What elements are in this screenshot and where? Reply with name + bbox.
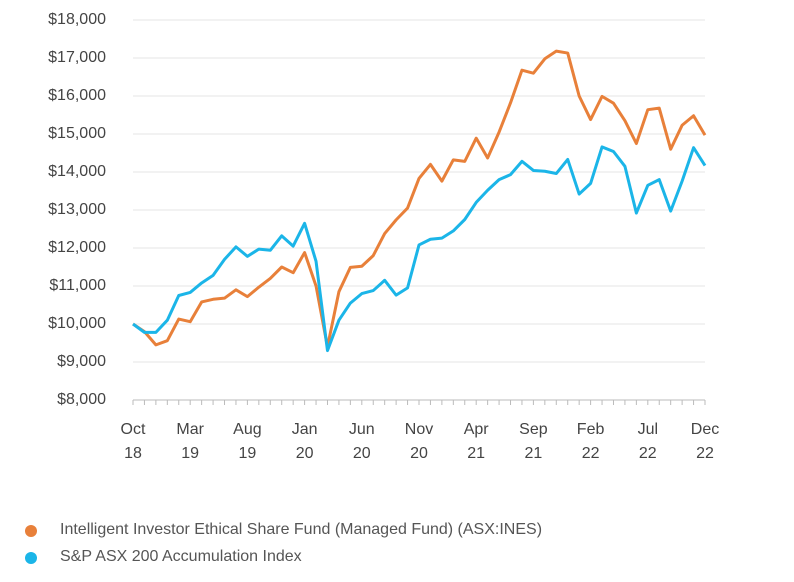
y-tick-label: $13,000 — [48, 201, 106, 218]
x-tick-label: Dec 22 — [690, 421, 720, 462]
x-tick-label: Mar 19 — [176, 421, 204, 462]
x-tick-label: Feb 22 — [576, 421, 605, 462]
y-tick-label: $11,000 — [49, 277, 106, 294]
y-tick-label: $12,000 — [48, 239, 106, 256]
x-tick-label: Jun 20 — [348, 421, 375, 462]
x-tick-label: Sep 21 — [519, 421, 548, 462]
legend-label: Intelligent Investor Ethical Share Fund … — [60, 521, 543, 538]
legend-label: S&P ASX 200 Accumulation Index — [60, 548, 302, 565]
y-tick-label: $10,000 — [48, 315, 106, 332]
x-tick-label: Aug 19 — [233, 421, 262, 462]
x-tick-label: Oct 18 — [120, 421, 146, 462]
series-line — [132, 49, 707, 349]
y-tick-label: $18,000 — [48, 11, 106, 28]
series-line — [132, 145, 707, 353]
y-tick-label: $15,000 — [48, 125, 106, 142]
x-tick-label: Nov 20 — [404, 421, 434, 462]
x-tick-label: Apr 21 — [463, 421, 489, 462]
y-tick-label: $9,000 — [57, 353, 106, 370]
x-tick-label: Jul 22 — [637, 421, 659, 462]
y-tick-label: $17,000 — [48, 49, 106, 66]
y-tick-label: $8,000 — [57, 391, 106, 408]
x-tick-label: Jan 20 — [291, 421, 318, 462]
legend-marker — [25, 525, 37, 537]
y-tick-label: $14,000 — [48, 163, 106, 180]
legend-marker — [25, 552, 37, 564]
y-tick-label: $16,000 — [48, 87, 106, 104]
